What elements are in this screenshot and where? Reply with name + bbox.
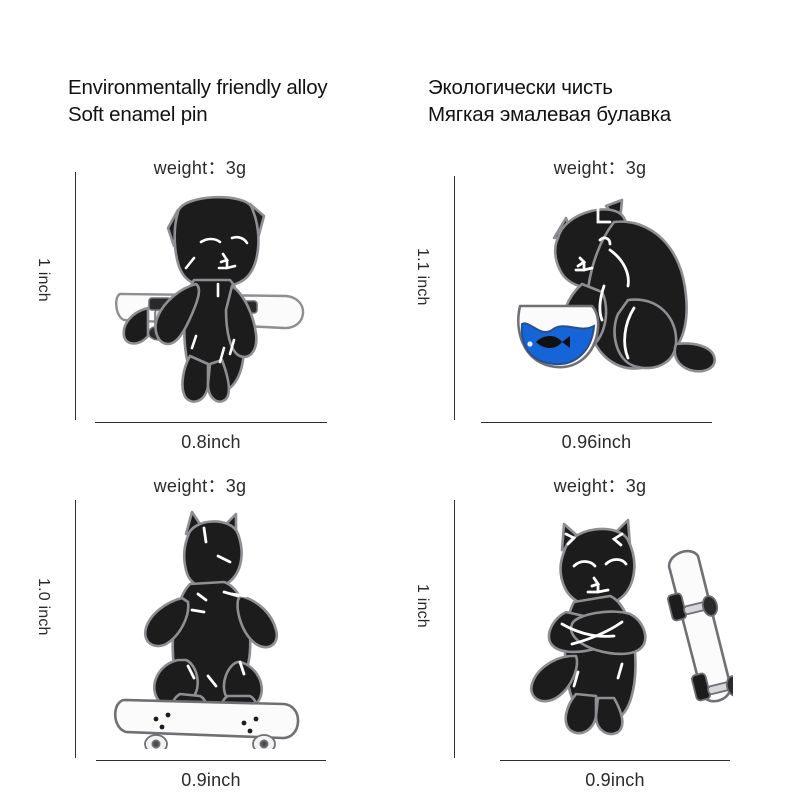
width-measure-rule xyxy=(95,422,327,423)
width-measure-label: 0.9inch xyxy=(585,770,645,790)
width-measure-label: 0.96inch xyxy=(561,432,632,452)
weight-label: weight：3g xyxy=(553,158,647,178)
weight-label: weight：3g xyxy=(153,158,247,178)
width-measure-rule xyxy=(96,760,326,761)
heading-english-line2: Soft enamel pin xyxy=(68,103,208,126)
height-measure-rule xyxy=(75,500,76,758)
height-measure-label: 1 inch xyxy=(35,258,52,302)
cat-holding-skateboard-pin xyxy=(115,195,305,403)
height-measure-label: 1 inch xyxy=(414,584,431,628)
heading-russian-line2: Мягкая эмалевая булавка xyxy=(428,103,672,126)
cat-arms-crossed-skateboard-pin xyxy=(530,518,733,736)
product-panel-cat-riding-skateboard: weight：3g 1.0 inch 0.9inch xyxy=(0,462,400,792)
width-measure-label: 0.9inch xyxy=(181,770,241,790)
height-measure-rule xyxy=(454,500,455,758)
height-measure-label: 1.1 inch xyxy=(414,248,431,306)
width-measure-rule xyxy=(500,760,730,761)
cat-riding-skateboard-pin xyxy=(113,510,300,749)
weight-label: weight：3g xyxy=(553,476,647,496)
headings-block: Environmentally friendly alloy Soft enam… xyxy=(0,74,800,144)
heading-english-line1: Environmentally friendly alloy xyxy=(68,76,328,99)
cat-with-fishbowl-pin xyxy=(517,198,716,373)
product-panel-cat-arms-crossed-with-skateboard: weight：3g 1 inch 0.9inch xyxy=(400,462,800,792)
heading-english: Environmentally friendly alloy Soft enam… xyxy=(68,74,328,128)
heading-russian-line1: Экологически чисть xyxy=(428,76,613,99)
height-measure-label: 1.0 inch xyxy=(35,578,52,636)
weight-label: weight：3g xyxy=(153,476,247,496)
height-measure-rule xyxy=(454,176,455,420)
width-measure-rule xyxy=(481,422,712,423)
product-panel-cat-holding-skateboard: weight：3g 1 inch 0.8inch xyxy=(0,140,400,460)
product-panel-cat-with-fishbowl: weight：3g 1.1 inch 0.96inch xyxy=(400,140,800,460)
heading-russian: Экологически чисть Мягкая эмалевая булав… xyxy=(428,74,671,128)
width-measure-label: 0.8inch xyxy=(181,432,241,452)
height-measure-rule xyxy=(75,172,76,420)
